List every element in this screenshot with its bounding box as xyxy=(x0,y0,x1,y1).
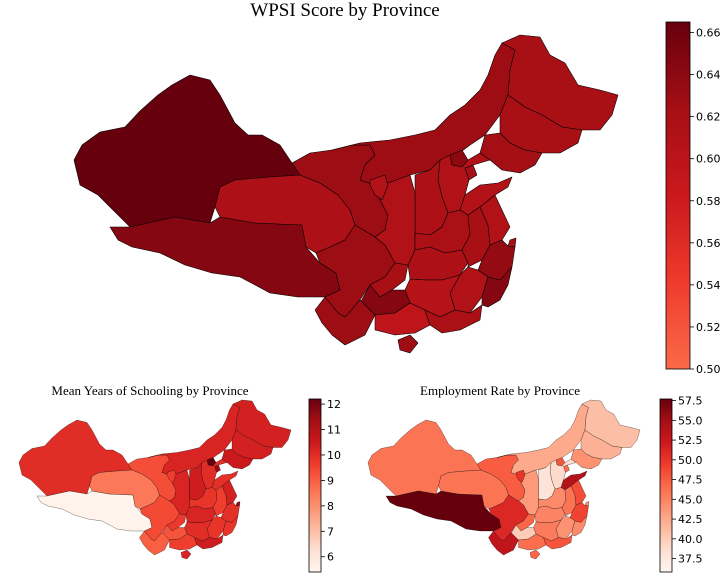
employment-colorbar-tick-label: 55.0 xyxy=(678,414,703,427)
schooling-colorbar: 6 7 8 9 10 11 12 xyxy=(308,398,341,573)
schooling-colorbar-tick-label: 9 xyxy=(327,474,334,487)
wpsi-colorbar: 0.50 0.52 0.54 0.56 0.58 0.60 0.62 0.64 0.66 xyxy=(665,21,720,376)
right-map-title: Employment Rate by Province xyxy=(420,383,580,398)
employment-colorbar-tick-label: 47.5 xyxy=(678,474,703,487)
schooling-province-shanghai xyxy=(235,501,241,507)
wpsi-colorbar-tick-label: 0.62 xyxy=(696,111,720,124)
employment-colorbar-tick-label: 40.0 xyxy=(678,533,703,546)
wpsi-province-ningxia xyxy=(369,174,389,201)
wpsi-province-yunnan xyxy=(314,296,376,346)
schooling-colorbar-tick-label: 12 xyxy=(327,398,341,411)
main-title: WPSI Score by Province xyxy=(250,0,439,21)
schooling-province-jiangsu xyxy=(221,479,238,506)
schooling-map xyxy=(18,399,292,560)
schooling-colorbar-tick-label: 11 xyxy=(327,424,341,437)
schooling-province-guangdong xyxy=(194,534,224,550)
employment-colorbar: 37.5 40.0 42.5 45.0 47.5 50.0 52.5 55.0 57.5 xyxy=(659,395,703,573)
wpsi-province-fujian xyxy=(481,266,513,308)
employment-province-guangdong xyxy=(543,534,573,550)
employment-province-heilongjiang xyxy=(581,399,641,448)
employment-province-hainan xyxy=(529,549,541,560)
wpsi-colorbar-tick-label: 0.66 xyxy=(696,27,720,40)
employment-colorbar-tick-label: 50.0 xyxy=(678,454,703,467)
employment-province-yunnan xyxy=(488,530,519,556)
employment-province-fujian xyxy=(571,515,588,537)
employment-province-jiangsu xyxy=(570,479,587,506)
schooling-province-yunnan xyxy=(139,530,170,556)
wpsi-colorbar-tick-label: 0.60 xyxy=(696,153,720,166)
wpsi-colorbar-tick-label: 0.50 xyxy=(696,363,720,376)
wpsi-province-heilongjiang xyxy=(501,34,619,131)
wpsi-colorbar-tick-label: 0.54 xyxy=(696,279,720,292)
schooling-province-ningxia xyxy=(166,469,177,483)
schooling-province-fujian xyxy=(222,515,239,537)
schooling-province-hainan xyxy=(180,549,192,560)
wpsi-province-shanghai xyxy=(507,237,517,248)
wpsi-province-jiangsu xyxy=(479,194,511,246)
wpsi-colorbar-tick-label: 0.56 xyxy=(696,237,720,250)
employment-colorbar-tick-label: 45.0 xyxy=(678,493,703,506)
wpsi-province-guangdong xyxy=(424,304,483,334)
schooling-colorbar-tick-label: 8 xyxy=(327,500,334,513)
schooling-colorbar-tick-label: 10 xyxy=(327,449,341,462)
wpsi-province-hainan xyxy=(397,334,419,354)
wpsi-map xyxy=(73,34,619,354)
employment-colorbar-tick-label: 42.5 xyxy=(678,513,703,526)
wpsi-colorbar-tick-label: 0.52 xyxy=(696,321,720,334)
employment-map xyxy=(367,399,641,560)
employment-colorbar-tick-label: 52.5 xyxy=(678,434,703,447)
employment-colorbar-tick-label: 57.5 xyxy=(678,395,703,408)
employment-colorbar-tick-label: 37.5 xyxy=(678,553,703,566)
left-map-title: Mean Years of Schooling by Province xyxy=(51,383,248,398)
wpsi-colorbar-tick-label: 0.58 xyxy=(696,195,720,208)
employment-province-ningxia xyxy=(515,469,526,483)
wpsi-colorbar-tick-label: 0.64 xyxy=(696,69,720,82)
employment-province-shanghai xyxy=(584,501,590,507)
schooling-colorbar-tick-label: 6 xyxy=(327,551,334,564)
schooling-colorbar-tick-label: 7 xyxy=(327,525,334,538)
schooling-province-heilongjiang xyxy=(232,399,292,448)
